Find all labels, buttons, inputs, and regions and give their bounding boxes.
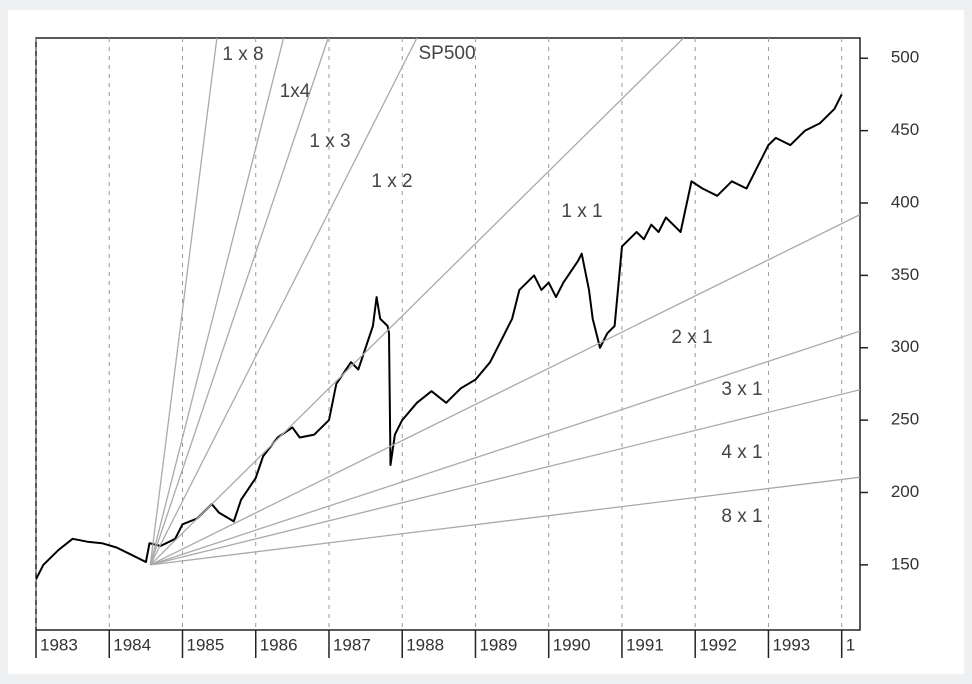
y-tick-label: 300	[891, 337, 919, 356]
fan-line	[150, 330, 860, 566]
y-tick-label: 200	[891, 482, 919, 501]
series-label: 8 x 1	[721, 506, 762, 527]
series-label: 1x4	[280, 81, 311, 102]
x-tick-label: 1991	[626, 635, 664, 654]
fan-line	[150, 389, 860, 566]
chart-background	[8, 10, 964, 674]
fan-line	[149, 38, 684, 566]
fan-line	[149, 38, 218, 565]
series-label: 1 x 1	[561, 201, 602, 222]
plot-frame	[35, 37, 861, 631]
series-label: 3 x 1	[721, 379, 762, 400]
series-label: 2 x 1	[671, 327, 712, 348]
x-tick-label: 1985	[186, 635, 224, 654]
fan-line	[150, 476, 860, 566]
fan-line	[150, 214, 860, 566]
y-tick-label: 450	[891, 120, 919, 139]
fan-line	[149, 38, 329, 566]
series-label: 1 x 8	[222, 44, 263, 65]
fan-line	[149, 38, 418, 566]
series-layer	[36, 38, 860, 580]
series-label: SP500	[418, 43, 475, 64]
fan-line	[149, 38, 285, 566]
x-tick-label: 1990	[553, 635, 591, 654]
y-tick-label: 350	[891, 265, 919, 284]
x-tick-label: 1983	[40, 635, 78, 654]
y-tick-label: 150	[891, 554, 919, 573]
x-tick-label: 1984	[113, 635, 151, 654]
y-tick-label: 500	[891, 48, 919, 67]
x-tick-label: 1993	[772, 635, 810, 654]
x-tick-label: 1987	[333, 635, 371, 654]
x-tick-label: 1	[846, 635, 855, 654]
x-tick-label: 1986	[260, 635, 298, 654]
series-label: 1 x 3	[309, 131, 350, 152]
y-tick-label: 250	[891, 410, 919, 429]
x-tick-label: 1992	[699, 635, 737, 654]
x-tick-label: 1988	[406, 635, 444, 654]
y-tick-label: 400	[891, 192, 919, 211]
series-label: 1 x 2	[371, 171, 412, 192]
x-tick-label: 1989	[479, 635, 517, 654]
series-label: 4 x 1	[721, 442, 762, 463]
